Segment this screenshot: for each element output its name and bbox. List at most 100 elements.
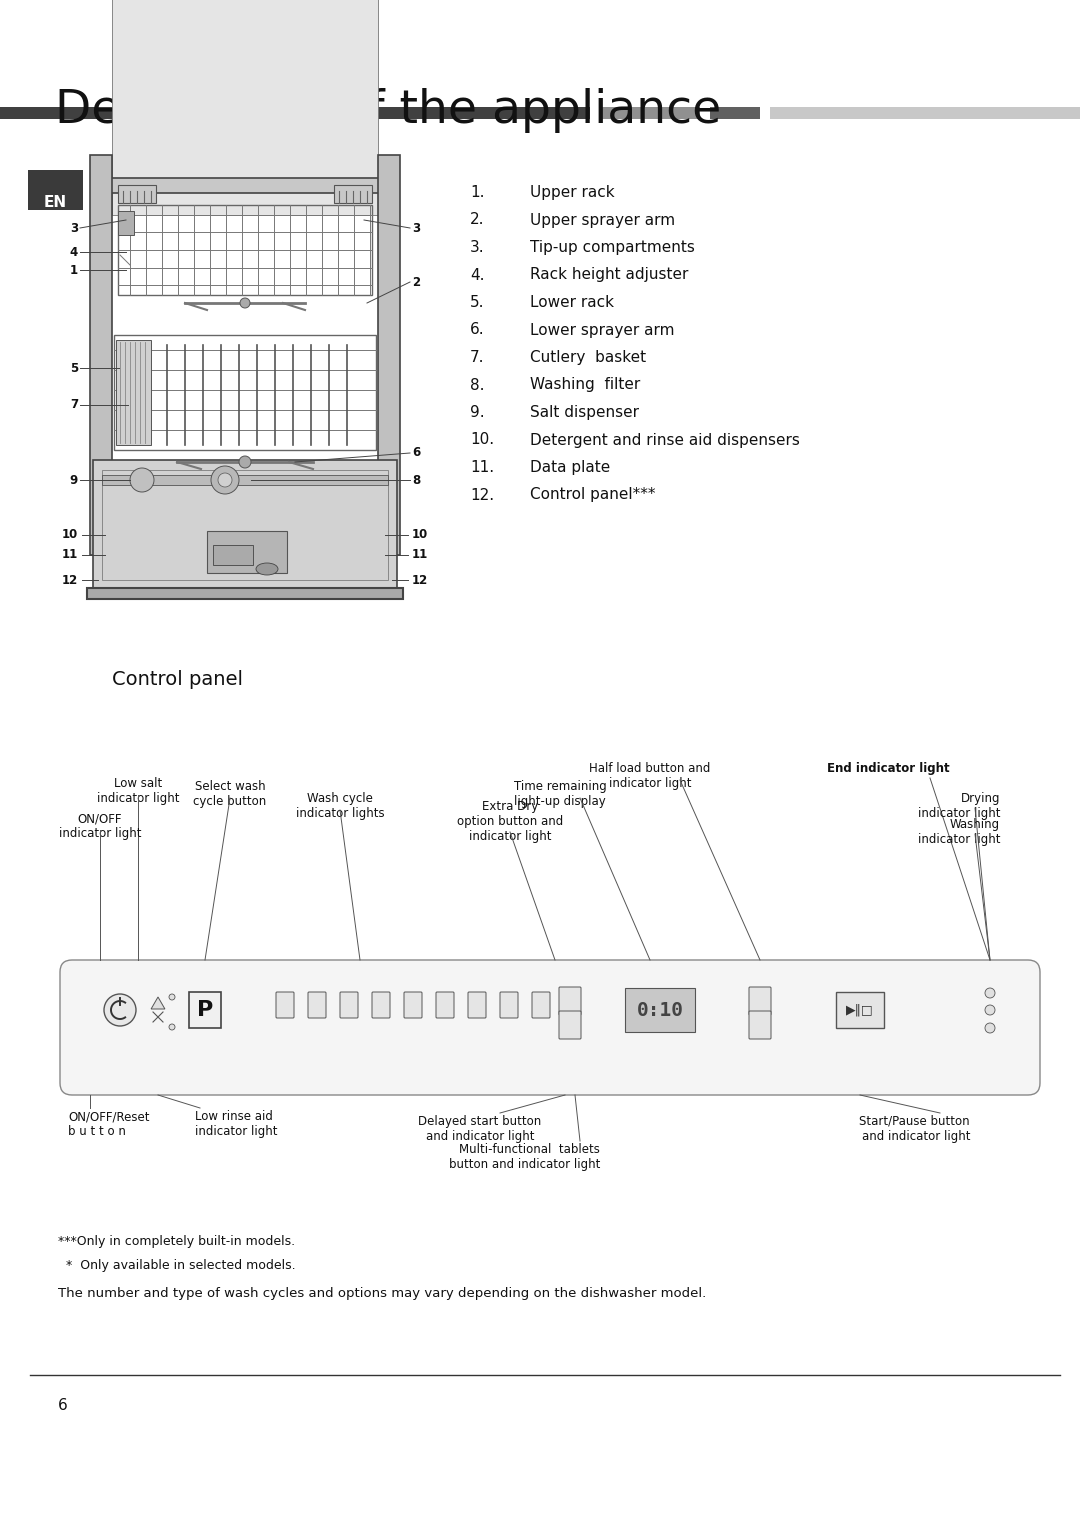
Text: 6.: 6.: [470, 322, 485, 338]
Bar: [93, 460, 397, 590]
Text: Control panel***: Control panel***: [530, 487, 656, 503]
FancyBboxPatch shape: [468, 992, 486, 1018]
Text: ▶‖□: ▶‖□: [847, 1004, 874, 1016]
Ellipse shape: [256, 562, 278, 575]
Text: 4: 4: [70, 246, 78, 258]
Bar: [102, 471, 388, 581]
Circle shape: [218, 474, 232, 487]
Text: 3: 3: [411, 222, 420, 234]
Text: Upper sprayer arm: Upper sprayer arm: [530, 212, 675, 228]
FancyBboxPatch shape: [559, 987, 581, 1015]
Text: End indicator light: End indicator light: [827, 762, 950, 775]
Text: 10.: 10.: [470, 432, 495, 448]
Text: 10: 10: [411, 529, 429, 541]
Text: 7: 7: [70, 399, 78, 411]
Text: 11: 11: [411, 549, 429, 561]
FancyBboxPatch shape: [404, 992, 422, 1018]
Text: 2.: 2.: [470, 212, 485, 228]
Text: Description of the appliance: Description of the appliance: [55, 89, 721, 133]
Circle shape: [104, 995, 136, 1025]
Circle shape: [240, 298, 249, 309]
Text: 2: 2: [411, 275, 420, 289]
Text: Daily A 60: Daily A 60: [299, 1031, 335, 1038]
FancyBboxPatch shape: [276, 992, 294, 1018]
Text: Low salt
indicator light: Low salt indicator light: [97, 778, 179, 805]
Text: Start/Pause: Start/Pause: [836, 1034, 885, 1044]
Text: Time remaining
light-up display: Time remaining light-up display: [514, 779, 606, 808]
Bar: [710, 107, 760, 119]
Text: Data plate: Data plate: [530, 460, 610, 475]
Text: 10: 10: [62, 529, 78, 541]
Text: 4.: 4.: [470, 267, 485, 283]
Text: P: P: [197, 999, 213, 1021]
Text: Delayed start button
and indicator light: Delayed start button and indicator light: [418, 1115, 542, 1143]
Text: 3.: 3.: [470, 240, 485, 255]
Bar: [28, 170, 83, 209]
Text: Tabs: Tabs: [764, 1021, 783, 1028]
Text: *  Only available in selected models.: * Only available in selected models.: [58, 1259, 296, 1271]
Text: Delicate: Delicate: [399, 1031, 428, 1038]
FancyBboxPatch shape: [60, 960, 1040, 1096]
Text: Rack height adjuster: Rack height adjuster: [530, 267, 688, 283]
Text: ***Only in completely built-in models.: ***Only in completely built-in models.: [58, 1235, 295, 1248]
Text: The number and type of wash cycles and options may vary depending on the dishwas: The number and type of wash cycles and o…: [58, 1287, 706, 1300]
Text: Salt dispenser: Salt dispenser: [530, 405, 639, 420]
FancyBboxPatch shape: [559, 1012, 581, 1039]
Text: Start/Pause button
and indicator light: Start/Pause button and indicator light: [860, 1115, 970, 1143]
Text: 5: 5: [70, 362, 78, 374]
Bar: [114, 335, 376, 451]
Text: Upper rack: Upper rack: [530, 185, 615, 200]
Bar: [90, 154, 112, 555]
Text: 6: 6: [58, 1398, 68, 1413]
Text: On/Off: On/Off: [105, 1034, 136, 1045]
Bar: [95, 177, 395, 193]
Text: Wash cycle
indicator lights: Wash cycle indicator lights: [296, 792, 384, 821]
FancyBboxPatch shape: [750, 1012, 771, 1039]
Text: 8.: 8.: [470, 377, 485, 393]
Text: Low rinse aid
indicator light: Low rinse aid indicator light: [195, 1109, 278, 1138]
Text: Detergent and rinse aid dispensers: Detergent and rinse aid dispensers: [530, 432, 800, 448]
Text: 3: 3: [70, 222, 78, 234]
Bar: [770, 107, 1080, 119]
Bar: [87, 588, 403, 599]
Text: 12: 12: [411, 573, 429, 587]
Text: 11.: 11.: [470, 460, 495, 475]
Bar: [116, 341, 151, 445]
Bar: [112, 0, 378, 215]
FancyBboxPatch shape: [308, 992, 326, 1018]
Bar: [118, 185, 156, 203]
Text: Delay
Start: Delay Start: [530, 1019, 554, 1039]
Circle shape: [168, 995, 175, 999]
Text: 5.: 5.: [470, 295, 485, 310]
Bar: [189, 992, 221, 1028]
Text: Tip-up compartments: Tip-up compartments: [530, 240, 694, 255]
Text: Washing
indicator light: Washing indicator light: [918, 817, 1000, 847]
Text: EN: EN: [43, 196, 67, 209]
Bar: [0, 107, 590, 119]
Text: Auto
SuperWash
Prewash: Auto SuperWash Prewash: [362, 1031, 401, 1051]
Bar: [625, 989, 696, 1031]
FancyBboxPatch shape: [532, 992, 550, 1018]
Circle shape: [985, 1024, 995, 1033]
Text: 9: 9: [70, 474, 78, 486]
Text: 12.: 12.: [470, 487, 495, 503]
Text: Half
Load: Half Load: [764, 996, 784, 1016]
Circle shape: [239, 455, 251, 468]
Text: 6: 6: [411, 446, 420, 460]
Text: ON/OFF/Reset
b u t t o n: ON/OFF/Reset b u t t o n: [68, 1109, 149, 1138]
Bar: [112, 547, 378, 555]
Bar: [118, 205, 372, 295]
Text: Overall view: Overall view: [112, 154, 233, 174]
FancyBboxPatch shape: [500, 992, 518, 1018]
Text: Auto
Normal: Auto Normal: [336, 1031, 362, 1045]
Text: ON/OFF
indicator light: ON/OFF indicator light: [58, 811, 141, 840]
Text: Drying
indicator light: Drying indicator light: [918, 792, 1000, 821]
Bar: [836, 992, 885, 1028]
Bar: [378, 154, 400, 555]
Text: Half load button and
indicator light: Half load button and indicator light: [590, 762, 711, 790]
Text: 12: 12: [62, 573, 78, 587]
Text: End: End: [961, 1024, 978, 1033]
Text: Drying: Drying: [948, 1005, 978, 1015]
Bar: [207, 532, 287, 573]
FancyBboxPatch shape: [436, 992, 454, 1018]
